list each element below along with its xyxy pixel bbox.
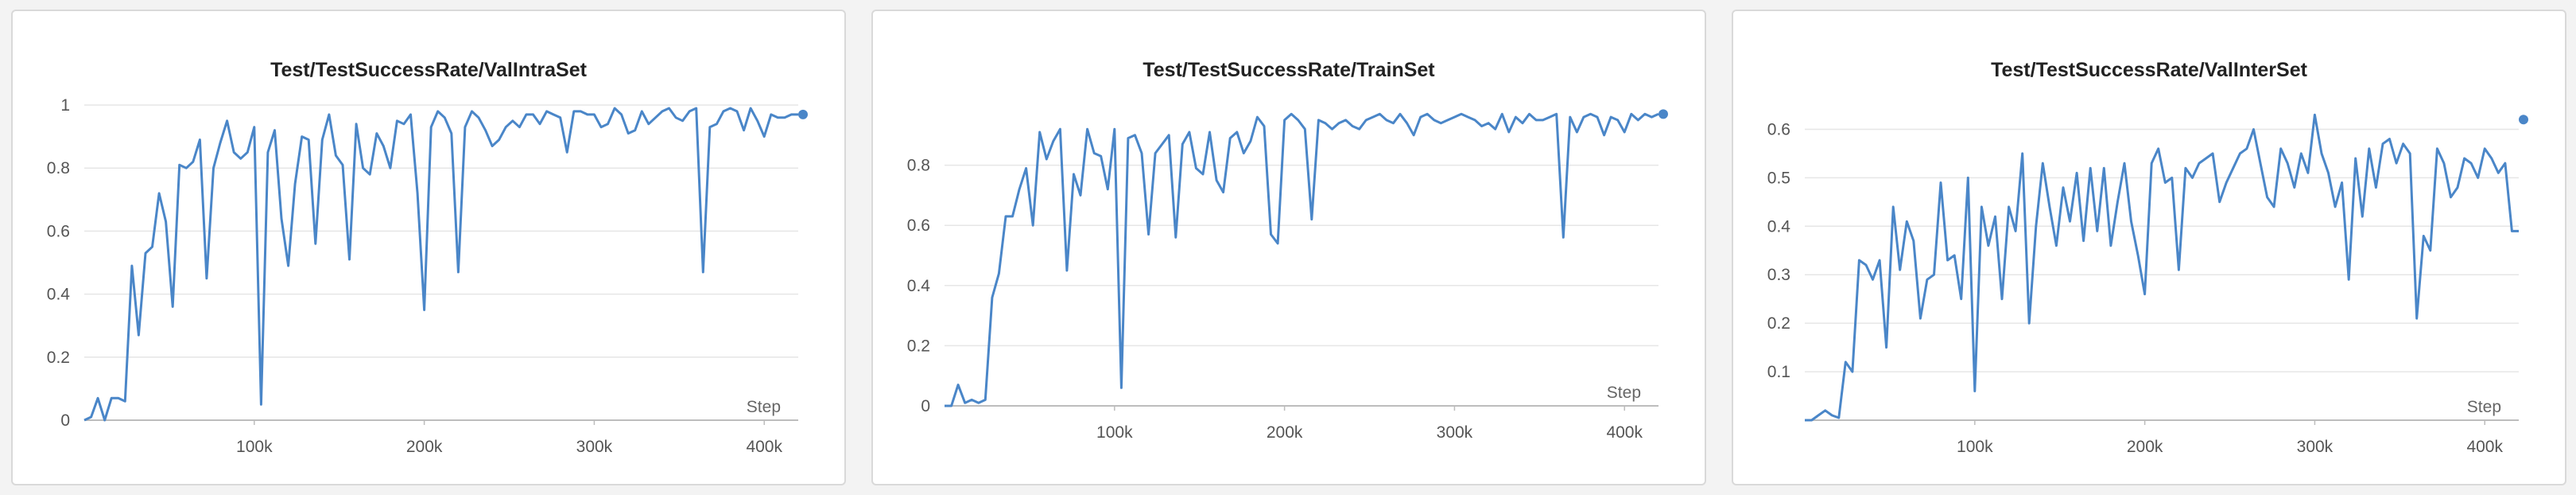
y-tick-label: 0.6	[1767, 120, 1790, 138]
x-tick-label: 100k	[1957, 438, 1993, 456]
chart-title: Test/TestSuccessRate/TrainSet	[1143, 59, 1435, 81]
x-tick-label: 200k	[406, 438, 443, 456]
series-line[interactable]	[945, 112, 1659, 407]
last-value-marker[interactable]	[2519, 115, 2528, 125]
y-tick-label: 0.5	[1767, 169, 1790, 187]
y-tick-label: 0.2	[1767, 314, 1790, 333]
x-tick-label: 300k	[2297, 438, 2334, 456]
y-tick-label: 0.3	[1767, 266, 1790, 284]
x-tick-label: 400k	[2466, 438, 2503, 456]
x-tick-label: 100k	[1096, 423, 1133, 442]
line-chart-train-set[interactable]: 0 0.2 0.4 0.6 0.8 100k 200k 300k 400k Step	[873, 11, 1708, 487]
y-tick-label: 1	[60, 96, 70, 115]
y-tick-label: 0.8	[47, 159, 70, 177]
last-value-marker[interactable]	[1658, 109, 1668, 119]
x-tick-label: 400k	[1606, 423, 1643, 442]
y-tick-label: 0.4	[1767, 217, 1791, 236]
y-tick-label: 0.4	[907, 277, 931, 295]
chart-title: Test/TestSuccessRate/ValInterSet	[1991, 59, 2307, 81]
y-tick-label: 0.2	[907, 337, 930, 355]
chart-panel-val-inter-set: Test/TestSuccessRate/ValInterSet 0.1 0.2 0…	[1732, 10, 2566, 485]
y-tick-label: 0.4	[47, 286, 71, 304]
x-tick-label: 200k	[2127, 438, 2163, 456]
last-value-marker[interactable]	[798, 109, 808, 119]
y-tick-label: 0.2	[47, 349, 70, 367]
y-tick-label: 0	[60, 411, 70, 430]
series-line[interactable]	[1805, 113, 2519, 422]
line-chart-val-intra-set[interactable]: 0 0.2 0.4 0.6 0.8 1 100k 200k 300k 400k Step	[13, 11, 848, 487]
x-axis-label: Step	[2467, 398, 2501, 416]
chart-panel-val-intra-set: Test/TestSuccessRate/ValIntraSet 0 0.2 0.4…	[11, 10, 846, 485]
x-axis-label: Step	[747, 398, 781, 416]
x-tick-label: 300k	[576, 438, 613, 456]
x-tick-label: 300k	[1437, 423, 1473, 442]
x-axis-label: Step	[1607, 384, 1641, 402]
y-tick-label: 0.6	[47, 222, 70, 240]
y-tick-label: 0.8	[907, 157, 930, 175]
chart-panel-train-set: Test/TestSuccessRate/TrainSet 0 0.2 0.4 0.6…	[871, 10, 1706, 485]
y-tick-label: 0	[921, 397, 930, 415]
line-chart-val-inter-set[interactable]: 0.1 0.2 0.3 0.4 0.5 0.6 100k 200k 300k 400k Step	[1733, 11, 2568, 487]
y-tick-label: 0.6	[907, 216, 930, 235]
series-line[interactable]	[83, 107, 798, 422]
y-tick-label: 0.1	[1767, 363, 1790, 381]
chart-title: Test/TestSuccessRate/ValIntraSet	[270, 59, 587, 81]
x-tick-label: 100k	[236, 438, 273, 456]
x-tick-label: 200k	[1267, 423, 1303, 442]
x-tick-label: 400k	[746, 438, 782, 456]
